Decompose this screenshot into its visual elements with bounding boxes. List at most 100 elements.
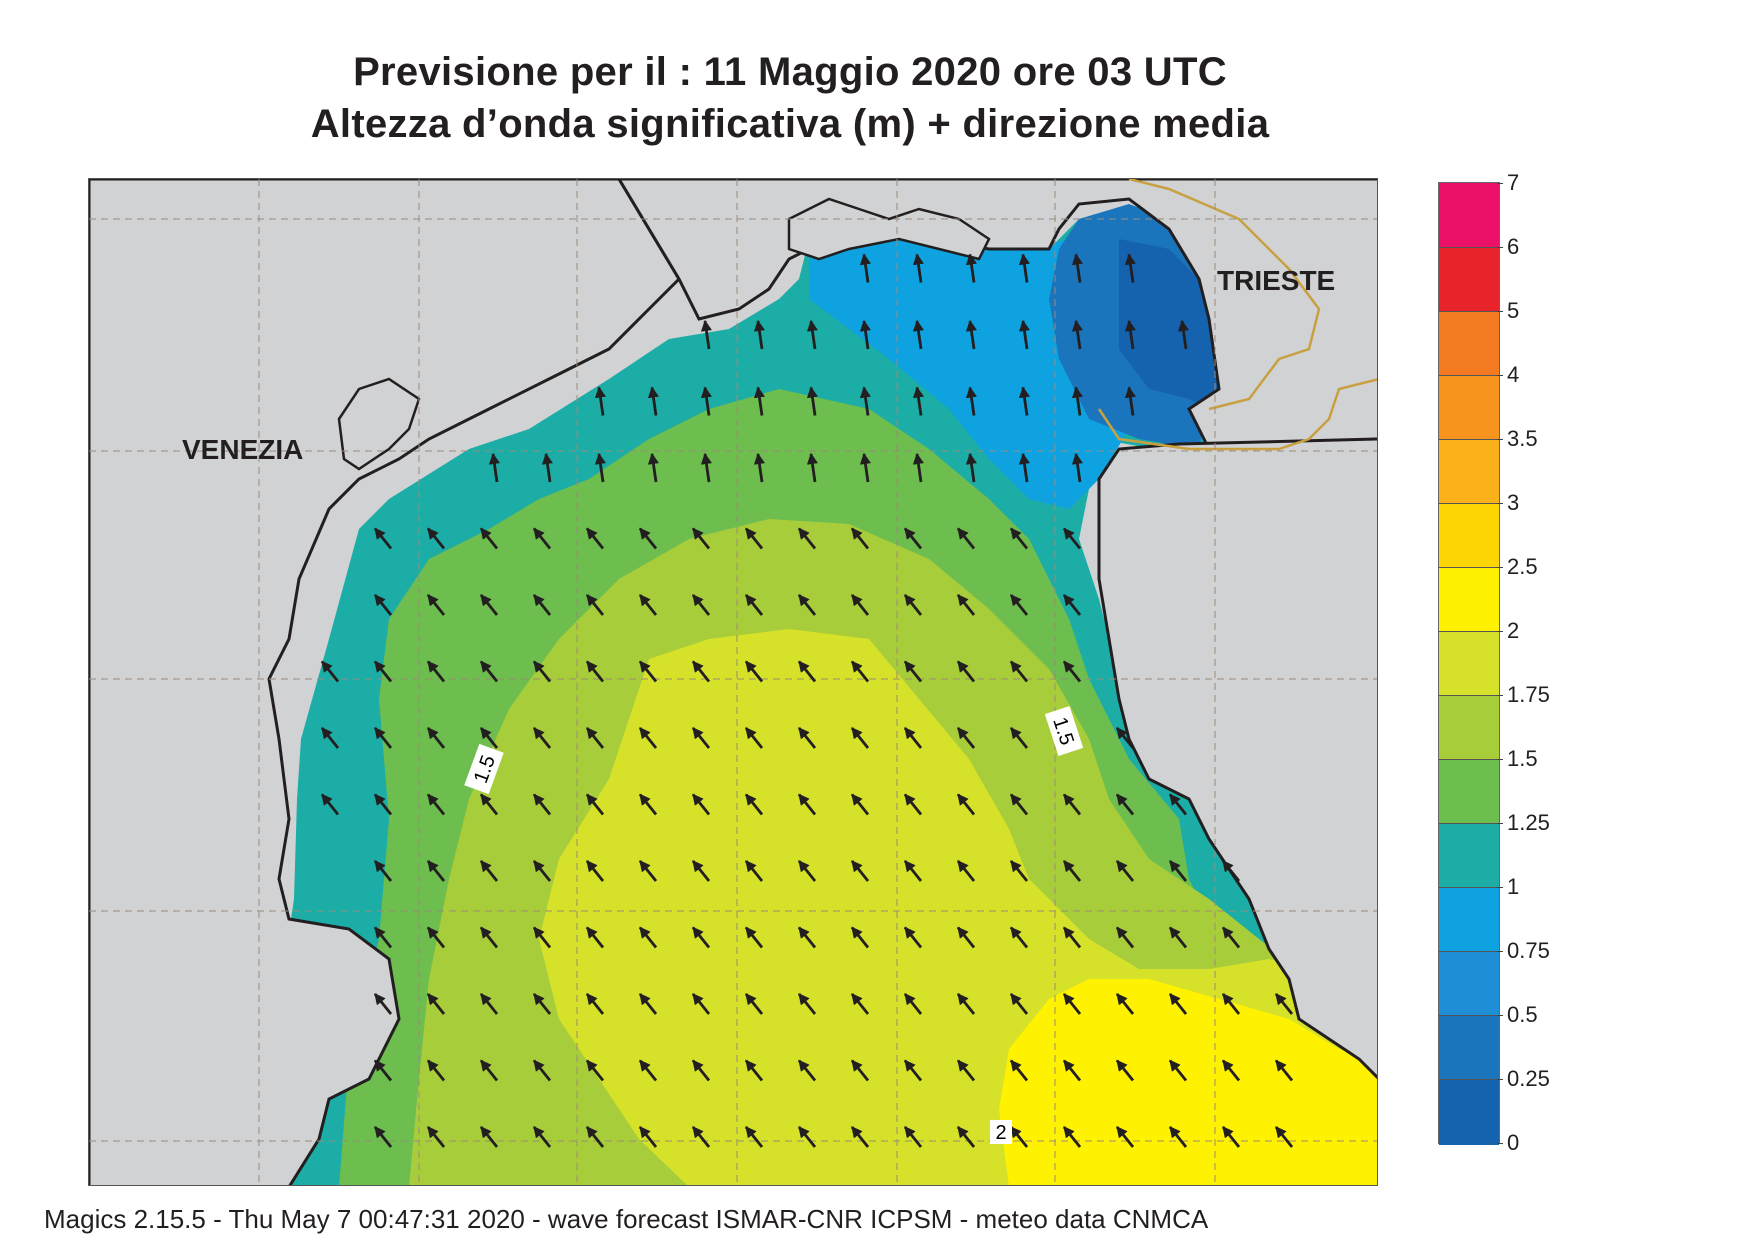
legend-label: 0.75: [1507, 938, 1550, 963]
direction-arrow: [1062, 926, 1082, 949]
direction-arrow: [1009, 527, 1029, 550]
direction-arrow: [638, 1059, 658, 1082]
direction-arrow: [850, 860, 870, 882]
direction-arrow: [373, 594, 393, 616]
direction-arrow: [1124, 319, 1136, 350]
direction-arrow: [744, 993, 764, 1015]
direction-arrow: [1009, 926, 1029, 949]
direction-arrow: [638, 793, 658, 816]
direction-arrow: [426, 793, 446, 816]
direction-arrow: [744, 527, 764, 550]
direction-arrow: [700, 386, 712, 416]
legend-tick: [1497, 887, 1503, 888]
direction-arrow: [638, 594, 658, 616]
direction-arrow: [1168, 860, 1188, 882]
direction-arrow: [1009, 727, 1029, 749]
legend-tick: [1497, 375, 1503, 376]
direction-arrow: [479, 1059, 499, 1082]
direction-arrow: [965, 253, 977, 283]
direction-arrow: [691, 527, 711, 550]
direction-arrow: [744, 660, 764, 683]
direction-arrow: [426, 594, 446, 616]
legend-swatch: [1439, 887, 1499, 953]
direction-arrow: [1221, 1059, 1241, 1082]
direction-arrow: [1062, 860, 1082, 882]
direction-arrow: [426, 860, 446, 882]
direction-arrow: [903, 993, 923, 1015]
direction-arrow: [1115, 860, 1135, 882]
direction-arrow: [806, 386, 818, 416]
direction-arrow: [479, 594, 499, 616]
legend-tick: [1497, 759, 1503, 760]
direction-arrow: [479, 926, 499, 949]
direction-arrow: [956, 594, 976, 616]
direction-arrow: [426, 1126, 446, 1148]
direction-arrow: [1062, 1126, 1082, 1148]
direction-arrow: [594, 386, 606, 416]
legend-label: 2.5: [1507, 554, 1538, 579]
direction-arrow: [903, 1126, 923, 1148]
legend-label: 6: [1507, 234, 1520, 259]
direction-arrow: [1115, 727, 1135, 749]
direction-arrow: [744, 1059, 764, 1082]
direction-arrow: [585, 594, 605, 616]
direction-arrow: [797, 793, 817, 816]
direction-arrow: [479, 793, 499, 816]
direction-arrow: [373, 860, 393, 882]
chart-subtitle: Altezza d’onda significativa (m) + direz…: [310, 102, 1270, 146]
direction-arrow: [956, 993, 976, 1015]
direction-arrow: [850, 993, 870, 1015]
direction-arrow: [1071, 452, 1083, 483]
legend-swatch: [1439, 823, 1499, 889]
direction-arrow: [912, 386, 924, 416]
direction-arrow: [585, 1126, 605, 1148]
direction-arrow: [1062, 793, 1082, 816]
direction-arrow: [585, 993, 605, 1015]
direction-arrow: [426, 727, 446, 749]
direction-arrow: [1168, 1126, 1188, 1148]
direction-arrow: [479, 660, 499, 683]
direction-arrow: [1071, 386, 1083, 416]
direction-arrow: [1168, 793, 1188, 816]
legend-swatch: [1439, 951, 1499, 1017]
legend-label: 1: [1507, 874, 1520, 899]
direction-arrow: [797, 926, 817, 949]
direction-arrow: [797, 660, 817, 683]
direction-arrow: [373, 1126, 393, 1148]
direction-arrow: [903, 594, 923, 616]
legend-tick: [1497, 631, 1503, 632]
direction-arrow: [700, 452, 712, 483]
direction-arrow: [956, 1126, 976, 1148]
direction-arrow: [638, 1126, 658, 1148]
direction-arrow: [691, 1126, 711, 1148]
direction-arrow: [585, 527, 605, 550]
direction-arrow: [903, 860, 923, 882]
direction-arrow: [691, 1059, 711, 1082]
direction-arrow: [691, 727, 711, 749]
direction-arrow: [753, 386, 765, 416]
direction-arrow: [1124, 253, 1136, 283]
direction-arrow: [1062, 660, 1082, 683]
direction-arrow: [1177, 319, 1189, 350]
wave-map: 1.5 1.5 2 VENEZIA TRIESTE: [88, 178, 1378, 1186]
direction-arrow: [956, 926, 976, 949]
direction-arrow: [859, 452, 871, 483]
direction-arrow: [426, 993, 446, 1015]
direction-arrow: [1071, 319, 1083, 350]
legend-swatch: [1439, 311, 1499, 377]
direction-arrow: [956, 527, 976, 550]
east-coast-land: [1097, 437, 1377, 1080]
direction-arrow: [700, 319, 712, 350]
direction-arrow: [859, 319, 871, 350]
chart-title: Previsione per il : 11 Maggio 2020 ore 0…: [353, 50, 1227, 94]
city-label-venezia: VENEZIA: [182, 434, 303, 465]
direction-arrow: [797, 527, 817, 550]
legend-tick: [1497, 311, 1503, 312]
direction-arrow: [691, 860, 711, 882]
legend-label: 3.5: [1507, 426, 1538, 451]
direction-arrow: [744, 926, 764, 949]
legend-swatch: [1439, 375, 1499, 441]
wave-height-fill: [249, 204, 1377, 1185]
city-label-trieste: TRIESTE: [1217, 265, 1335, 296]
legend-tick: [1497, 823, 1503, 824]
